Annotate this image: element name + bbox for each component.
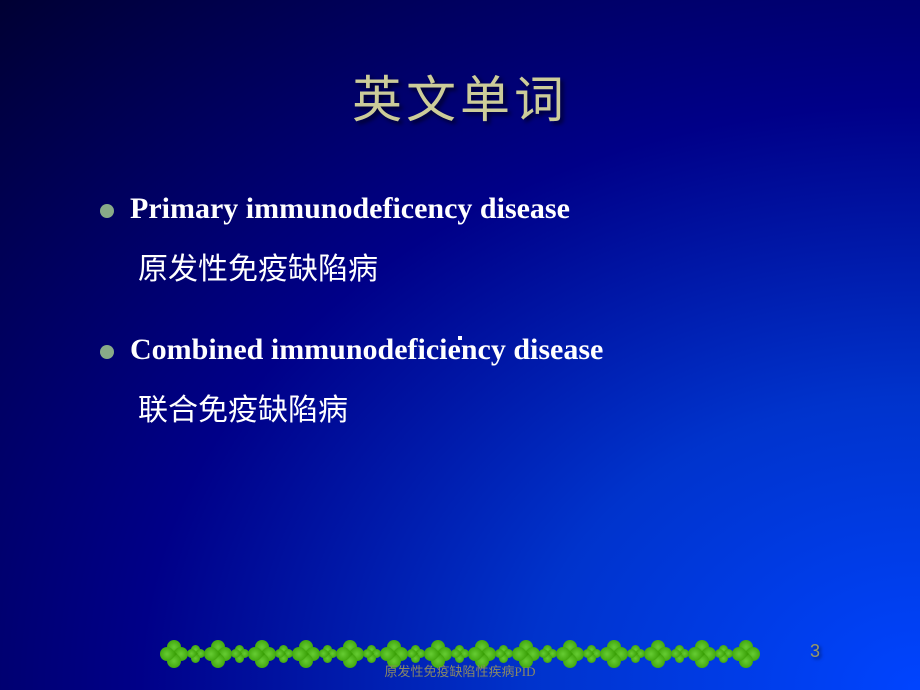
chinese-term-1: 原发性免疫缺陷病 [138, 244, 840, 288]
bullet-icon [100, 204, 114, 218]
page-number: 3 [810, 641, 820, 662]
english-term-2: Combined immunodeficiency disease [130, 333, 603, 367]
slide-title: 英文单词 [80, 60, 840, 132]
english-term-1: Primary immunodeficency disease [130, 192, 570, 226]
bullet-item-1: Primary immunodeficency disease [100, 192, 840, 226]
bullet-icon [100, 345, 114, 359]
clover-icon [730, 638, 762, 670]
content-area: Primary immunodeficency disease 原发性免疫缺陷病… [80, 192, 840, 429]
bullet-item-2: Combined immunodeficiency disease [100, 333, 840, 367]
center-marker [458, 336, 462, 340]
footer-text: 原发性免疫缺陷性疾病PID [385, 661, 536, 680]
chinese-term-2: 联合免疫缺陷病 [138, 385, 840, 429]
slide-container: 英文单词 Primary immunodeficency disease 原发性… [0, 0, 920, 690]
